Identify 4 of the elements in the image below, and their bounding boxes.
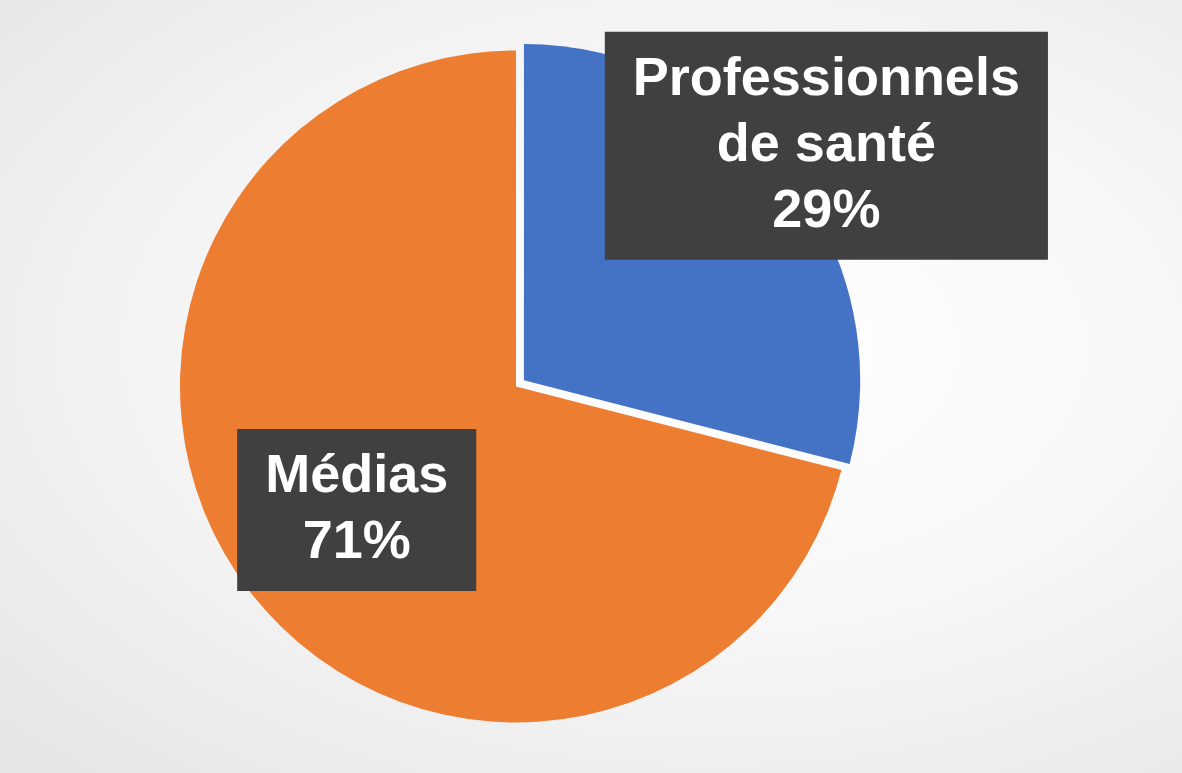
data-label: 71%	[302, 508, 411, 569]
slice-label: Médias	[265, 442, 449, 503]
data-label: 29%	[772, 177, 881, 238]
slice-label: Professionnels de santé	[632, 45, 1020, 172]
